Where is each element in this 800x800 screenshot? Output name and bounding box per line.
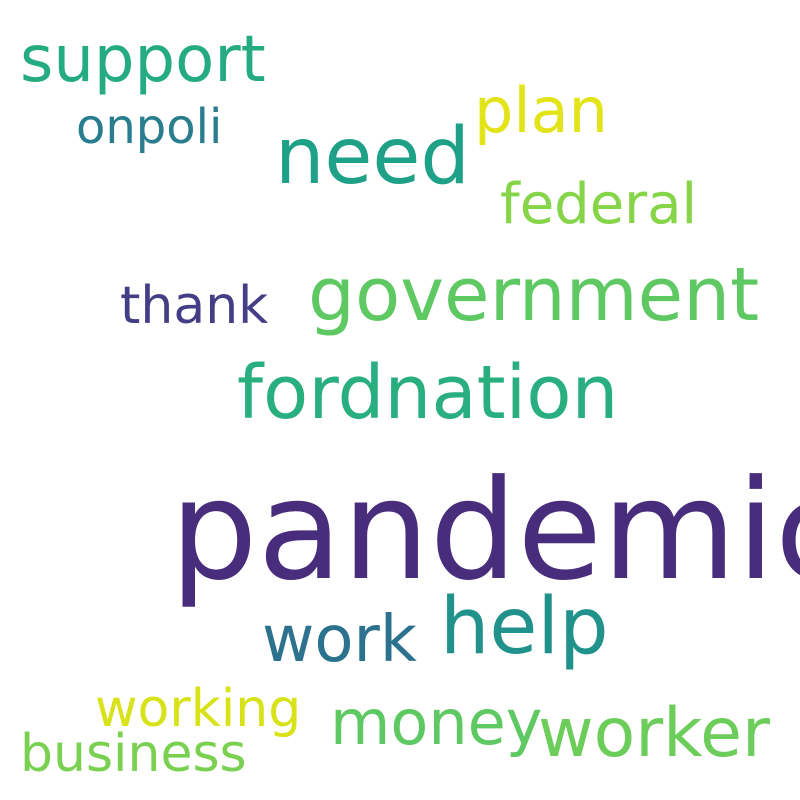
word-fordnation: fordnation bbox=[237, 350, 619, 436]
word-work: work bbox=[262, 603, 417, 677]
word-plan: plan bbox=[474, 74, 608, 147]
word-government: government bbox=[308, 252, 760, 338]
word-business: business bbox=[20, 724, 247, 784]
word-help: help bbox=[440, 582, 609, 672]
word-money: money bbox=[330, 686, 543, 759]
word-worker: worker bbox=[538, 694, 770, 773]
word-onpoli: onpoli bbox=[76, 99, 223, 155]
word-working: working bbox=[95, 679, 302, 739]
word-support: support bbox=[20, 23, 266, 97]
word-thank: thank bbox=[120, 276, 269, 336]
word-pandemic: pandemic bbox=[170, 450, 800, 611]
word-federal: federal bbox=[500, 172, 698, 237]
word-need: need bbox=[275, 112, 470, 202]
